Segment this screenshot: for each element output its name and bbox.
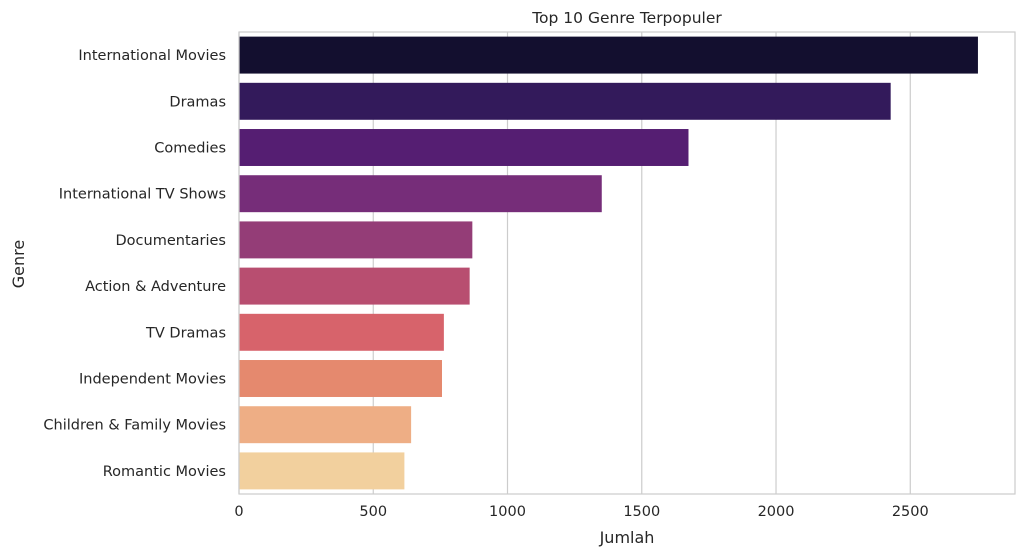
y-category-label: Comedies: [154, 141, 226, 157]
y-category-label: Action & Adventure: [85, 279, 226, 295]
x-tick-label: 1500: [623, 504, 660, 520]
y-category-label: Independent Movies: [79, 372, 226, 388]
bar: [239, 175, 602, 213]
bar: [239, 360, 442, 397]
bar: [239, 129, 689, 166]
bar: [239, 267, 470, 305]
y-axis-title: Genre: [9, 240, 28, 288]
x-tick-label: 0: [234, 504, 243, 520]
x-tick-label: 500: [359, 504, 387, 520]
x-tick-label: 2000: [758, 504, 795, 520]
bar: [239, 452, 405, 490]
bars: [239, 36, 978, 490]
bar: [239, 406, 412, 444]
bar: [239, 36, 978, 74]
y-category-label: Dramas: [169, 94, 226, 110]
y-category-label: Documentaries: [116, 233, 226, 249]
y-category-label: TV Dramas: [145, 325, 226, 341]
y-category-labels: International Movies Dramas Comedies Intern…: [43, 48, 226, 480]
chart-title: Top 10 Genre Terpopuler: [531, 9, 722, 27]
bar: [239, 313, 444, 351]
y-category-label: Children & Family Movies: [43, 418, 226, 434]
x-tick-label: 1000: [489, 504, 526, 520]
x-tick-labels: 0 500 1000 1500 2000 2500: [234, 504, 928, 520]
plot-frame: [238, 31, 1016, 495]
bar: [239, 221, 473, 259]
x-tick-label: 2500: [892, 504, 929, 520]
y-category-label: International TV Shows: [59, 187, 226, 203]
x-axis-title: Jumlah: [599, 528, 655, 547]
y-category-label: International Movies: [78, 48, 226, 64]
plot-border: [238, 31, 1016, 495]
y-category-label: Romantic Movies: [103, 464, 226, 480]
bar: [239, 82, 891, 120]
